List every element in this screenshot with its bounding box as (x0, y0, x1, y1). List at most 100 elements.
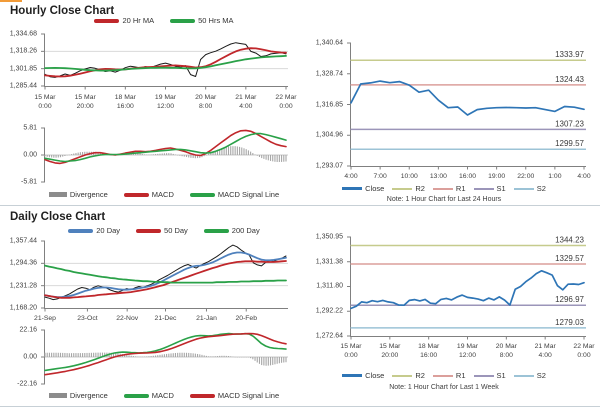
daily-chart-title: Daily Close Chart (10, 211, 106, 223)
legend-label: 200 Day (231, 226, 260, 235)
legend-swatch (94, 18, 120, 23)
pivot-value-label-R1: 1324.43 (555, 75, 584, 84)
pivot-value-label-S2: 1299.57 (555, 139, 584, 148)
pivot-week-plot: 1344.23 1329.57 1296.97 1279.03 (347, 235, 586, 340)
legend-item-r1: R1 (432, 371, 466, 380)
legend-item-s2: S2 (513, 184, 546, 193)
legend-swatch (189, 393, 215, 398)
x-tick-label: 21 Mar 4:00 (534, 343, 556, 359)
series-line-20-day (44, 251, 287, 298)
legend-label: MACD (151, 391, 174, 400)
pivot-value-label-R2: 1344.23 (555, 235, 584, 244)
y-tick-label: 1,318.26 (9, 47, 37, 55)
pivot-24h-x-axis: 4:00 7:00 10:00 13:00 16:00 19:00 22:00 1:00 4:0… (344, 173, 590, 193)
y-tick-label: 5.81 (23, 124, 37, 132)
x-tick-label: 18 Mar 16:00 (114, 94, 136, 110)
legend-item-50-hrs-ma: 50 Hrs MA (170, 16, 234, 25)
y-tick-label: 0.00 (23, 151, 37, 159)
pivot-24h-note: Note: 1 Hour Chart for Last 24 Hours (386, 196, 502, 203)
legend-item-macd-signal-line: MACD Signal Line (189, 190, 280, 199)
legend-swatch (432, 187, 453, 190)
x-tick-label: 22:00 (517, 173, 535, 180)
y-tick-label: -22.16 (17, 380, 37, 388)
legend-item-macd: MACD (123, 190, 174, 199)
legend-swatch (473, 374, 494, 377)
pivot-week-x-axis: 15 Mar 0:00 15 Mar 20:00 18 Mar 16:00 19 Mar 12… (340, 343, 594, 363)
legend-label: Divergence (69, 391, 108, 400)
hourly-chart-title: Hourly Close Chart (10, 5, 115, 17)
legend-item-close: Close (342, 184, 384, 193)
pivot-24h-chart: 1,340.64 1,328.74 1,316.85 1,304.96 1,293.07… (302, 39, 586, 170)
x-tick-label: 21-Jan (196, 315, 217, 322)
legend-label: R2 (415, 184, 425, 193)
legend-swatch (513, 187, 534, 190)
y-tick-label: 1,350.95 (315, 233, 343, 241)
y-tick-label: 1,340.64 (315, 39, 343, 47)
x-tick-label: 22 Mar 0:00 (275, 94, 297, 110)
x-tick-label: 21-Sep (34, 315, 56, 322)
legend-swatch (432, 374, 453, 377)
legend-label: S2 (536, 371, 546, 380)
x-tick-label: 19:00 (488, 173, 506, 180)
legend-swatch (392, 374, 413, 377)
legend-label: 50 Day (164, 226, 188, 235)
legend-label: S2 (536, 184, 546, 193)
legend-label: MACD Signal Line (217, 190, 280, 199)
y-tick-label: 1,231.28 (9, 282, 37, 290)
daily-macd-y-axis: 22.16 0.00 -22.16 (6, 326, 40, 388)
x-tick-label: 21 Mar 4:00 (235, 94, 257, 110)
series-line-macd-signal-line (44, 332, 287, 376)
hourly-main-x-axis: 15 Mar 0:00 15 Mar 20:00 18 Mar 16:00 19 Mar 12… (34, 94, 296, 114)
legend-label: S1 (496, 184, 506, 193)
legend-label: MACD Signal Line (217, 391, 280, 400)
x-tick-label: 22-Nov (116, 315, 139, 322)
x-tick-label: 15 Mar 0:00 (340, 343, 362, 359)
series-line-macd-signal-line (44, 132, 287, 163)
y-tick-label: -5.81 (21, 178, 37, 186)
section-divider (0, 205, 600, 206)
y-tick-label: 1,293.07 (315, 162, 343, 170)
hourly-ma-legend: 20 Hr MA 50 Hrs MA (40, 16, 288, 25)
hourly-main-y-axis: 1,334.68 1,318.26 1,301.85 1,285.44 (6, 30, 40, 90)
legend-swatch (136, 228, 162, 233)
y-tick-label: 22.16 (19, 326, 37, 334)
x-tick-label: 20 Mar 8:00 (495, 343, 517, 359)
legend-swatch (203, 228, 229, 233)
legend-swatch (513, 374, 534, 377)
series-line-close (350, 269, 585, 310)
hourly-main-chart: 1,334.68 1,318.26 1,301.85 1,285.44 (6, 30, 288, 90)
legend-item-200-day: 200 Day (203, 226, 260, 235)
x-tick-label: 15 Mar 0:00 (34, 94, 56, 110)
x-tick-label: 19 Mar 12:00 (456, 343, 479, 359)
x-tick-label: 20 Mar 8:00 (195, 94, 217, 110)
y-tick-label: 1,292.22 (315, 307, 343, 315)
x-tick-label: 15 Mar 20:00 (379, 343, 401, 359)
hourly-macd-y-axis: 5.81 0.00 -5.81 (6, 124, 40, 186)
pivot-value-label-S1: 1307.23 (555, 119, 584, 128)
legend-item-r1: R1 (432, 184, 466, 193)
pivot-week-y-axis: 1,350.95 1,331.38 1,311.80 1,292.22 1,272.64 (302, 233, 346, 340)
x-tick-label: 23-Oct (77, 315, 98, 322)
x-tick-label: 18 Mar 16:00 (418, 343, 440, 359)
legend-label: Close (365, 184, 385, 193)
y-tick-label: 1,301.85 (9, 65, 37, 73)
y-tick-label: 1,304.96 (315, 131, 343, 139)
y-tick-label: 1,334.68 (9, 30, 37, 38)
legend-item-r2: R2 (392, 184, 425, 193)
pivot-week-chart: 1,350.95 1,331.38 1,311.80 1,292.22 1,272.64… (302, 233, 586, 340)
legend-swatch (189, 192, 215, 197)
x-tick-label: 4:00 (577, 173, 591, 180)
daily-main-chart: 1,357.44 1,294.36 1,231.28 1,168.20 (6, 238, 288, 312)
legend-item-divergence: Divergence (48, 190, 108, 199)
daily-main-y-axis: 1,357.44 1,294.36 1,231.28 1,168.20 (6, 238, 40, 312)
top-accent-bar (0, 0, 22, 2)
legend-label: 50 Hrs MA (198, 16, 234, 25)
daily-ma-legend: 20 Day 50 Day 200 Day (40, 226, 288, 235)
y-tick-label: 0.00 (23, 353, 37, 361)
legend-swatch (342, 187, 363, 190)
y-tick-label: 1,316.85 (315, 101, 343, 108)
daily-macd-legend: Divergence MACD MACD Signal Line (40, 391, 288, 400)
legend-item-macd: MACD (123, 391, 174, 400)
pivot-value-label-S1: 1296.97 (555, 295, 584, 304)
legend-item-s1: S1 (473, 184, 506, 193)
